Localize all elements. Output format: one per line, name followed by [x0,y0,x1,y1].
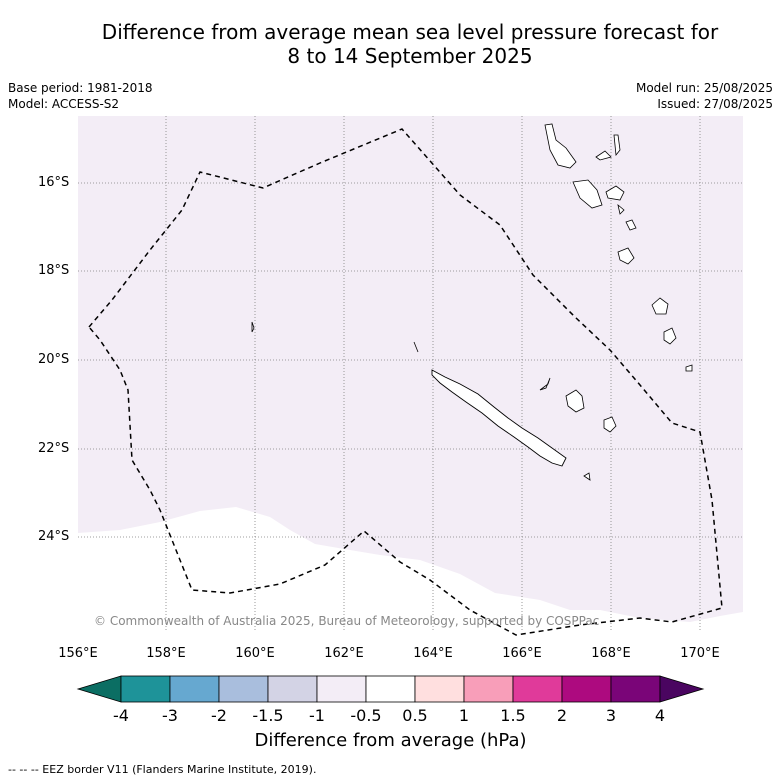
colorbar-tick-label: -0.5 [350,706,382,725]
lon-label-156e: 156°E [58,646,98,661]
map-title: Difference from average mean sea level p… [40,20,780,68]
eez-footnote: -- -- -- EEZ border V11 (Flanders Marine… [8,763,317,776]
colorbar-extend-min [76,675,122,703]
colorbar-segment [169,675,220,703]
lat-label-22s: 22°S [38,441,70,456]
colorbar [76,675,705,703]
isle-of-pines [583,472,591,481]
colorbar-tick-label: 3 [605,706,617,725]
title-line-2: 8 to 14 September 2025 [287,44,533,68]
colorbar-segment [365,675,416,703]
colorbar-tick-label: -1.5 [252,706,284,725]
copyright-notice: © Commonwealth of Australia 2025, Bureau… [94,614,600,628]
colorbar-segment [610,675,661,703]
model-name: Model: ACCESS-S2 [8,97,120,111]
mare-island [603,416,617,433]
meta-right: Model run: 25/08/2025 Issued: 27/08/2025 [636,80,773,112]
lon-label-166e: 166°E [502,646,542,661]
lon-label-162e: 162°E [324,646,364,661]
colorbar-extend-max [659,675,705,703]
model-run: Model run: 25/08/2025 [635,81,773,95]
meta-left: Base period: 1981-2018 Model: ACCESS-S2 [8,80,153,112]
belep-islands [413,341,419,353]
colorbar-segment [463,675,514,703]
lon-label-170e: 170°E [680,646,720,661]
lat-label-18s: 18°S [38,263,70,278]
colorbar-segment [414,675,465,703]
lon-label-158e: 158°E [146,646,186,661]
colorbar-tick-label: 0.5 [402,706,428,725]
lon-label-164e: 164°E [413,646,453,661]
colorbar-label: Difference from average (hPa) [254,730,527,751]
colorbar-segment [267,675,318,703]
colorbar-tick-label: -2 [211,706,227,725]
lat-label-20s: 20°S [38,352,70,367]
colorbar-tick-label: 2 [556,706,568,725]
lat-label-24s: 24°S [38,529,70,544]
pressure-anomaly-region [78,116,743,622]
colorbar-tick-label: 4 [654,706,666,725]
colorbar-tick-label: -3 [162,706,178,725]
colorbar-tick-label: -1 [309,706,325,725]
chesterfield-islands [251,321,255,333]
lon-label-168e: 168°E [591,646,631,661]
colorbar-segment [512,675,563,703]
colorbar-tick-label: 1.5 [500,706,526,725]
eez-border [88,128,723,636]
ouvea-island [539,377,551,391]
title-line-1: Difference from average mean sea level p… [101,20,719,44]
colorbar-tick-label: -4 [113,706,129,725]
lifou-island [565,389,585,413]
lat-label-16s: 16°S [38,175,70,190]
colorbar-segment [218,675,269,703]
colorbar-segment [561,675,612,703]
vanuatu-islands [544,123,693,372]
colorbar-segment [120,675,171,703]
map-area [78,116,743,636]
colorbar-segment [316,675,367,703]
lon-label-160e: 160°E [235,646,275,661]
new-caledonia-island [431,369,567,467]
issued-date: Issued: 27/08/2025 [657,97,773,111]
colorbar-tick-label: 1 [458,706,470,725]
base-period: Base period: 1981-2018 [8,81,153,95]
